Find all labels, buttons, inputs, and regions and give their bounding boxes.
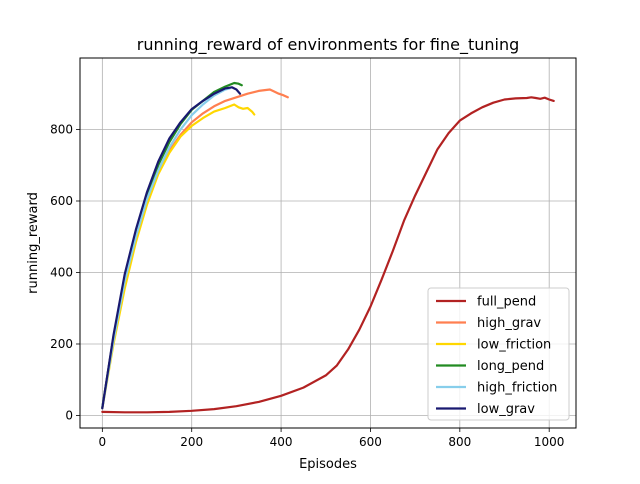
- legend-label: low_grav: [477, 402, 535, 417]
- legend-item-low-grav: low_grav: [436, 402, 535, 417]
- series-line-low-friction: [101, 103, 256, 410]
- chart-title: running_reward of environments for fine_…: [137, 35, 520, 55]
- x-tick-label: 0: [99, 435, 107, 449]
- y-axis-label: running_reward: [26, 192, 41, 294]
- x-tick-label: 200: [180, 435, 203, 449]
- legend: full_pend high_grav low_friction long_pendh…: [427, 287, 570, 421]
- x-tick-label: 800: [448, 435, 471, 449]
- x-axis: 0 200 400 600 800 1000: [99, 428, 565, 449]
- y-tick-label: 200: [50, 337, 73, 351]
- legend-label: low_friction: [477, 338, 551, 353]
- x-tick-label: 1000: [534, 435, 565, 449]
- legend-item-long-pend: long_pend: [436, 359, 544, 374]
- x-tick-label: 600: [359, 435, 382, 449]
- legend-item-high-friction: high_friction: [436, 381, 557, 396]
- series-line-high-friction: [101, 87, 231, 410]
- x-axis-label: Episodes: [299, 457, 357, 472]
- legend-items: full_pend high_grav low_friction long_pendh…: [436, 295, 557, 417]
- series-lines: [101, 81, 555, 414]
- legend-label: full_pend: [477, 295, 536, 310]
- legend-item-full-pend: full_pend: [436, 295, 536, 310]
- plot-frame: [79, 57, 577, 429]
- grid: [80, 58, 576, 428]
- legend-label: high_friction: [477, 381, 557, 396]
- y-tick-label: 800: [50, 122, 73, 136]
- legend-label: long_pend: [477, 359, 544, 374]
- legend-item-low-friction: low_friction: [436, 338, 551, 353]
- series-line-full-pend: [101, 96, 555, 414]
- y-axis: 0 200 400 600 800: [50, 122, 80, 422]
- legend-label: high_grav: [477, 316, 541, 331]
- y-tick-label: 600: [50, 194, 73, 208]
- series-line-low-grav: [101, 86, 242, 410]
- y-tick-label: 400: [50, 265, 73, 279]
- legend-item-high-grav: high_grav: [436, 316, 541, 331]
- y-tick-label: 0: [65, 408, 73, 422]
- x-tick-label: 400: [270, 435, 293, 449]
